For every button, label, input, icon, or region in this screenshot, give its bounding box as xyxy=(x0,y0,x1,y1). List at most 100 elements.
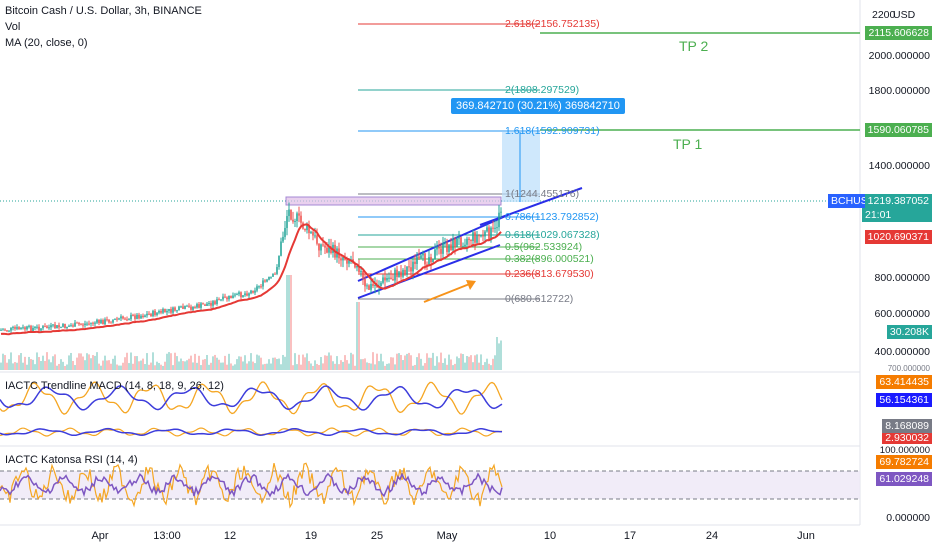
volume-bar xyxy=(6,362,8,370)
channel-extension-line[interactable] xyxy=(479,187,583,226)
volume-bar xyxy=(330,355,332,370)
candle-body xyxy=(316,235,318,244)
candle-body xyxy=(438,247,440,249)
volume-bar xyxy=(144,364,146,370)
candle-body xyxy=(358,265,360,273)
candle-body xyxy=(90,322,92,324)
volume-bar xyxy=(286,275,288,370)
candle-body xyxy=(372,284,374,286)
volume-bar xyxy=(252,361,254,370)
volume-bar xyxy=(2,353,4,370)
macd-histogram-line xyxy=(0,427,503,437)
volume-bar xyxy=(408,352,410,370)
candle-body xyxy=(14,327,16,329)
currency-label[interactable]: USD xyxy=(893,9,916,21)
candle-body xyxy=(328,246,330,253)
volume-bar xyxy=(480,354,482,370)
candle-body xyxy=(68,325,70,327)
candle-body xyxy=(66,326,68,329)
candle-body xyxy=(320,244,322,251)
candle-body xyxy=(472,232,474,242)
time-axis-tick: 12 xyxy=(223,530,237,542)
volume-bar xyxy=(254,363,256,370)
candle-body xyxy=(274,273,276,275)
volume-bar xyxy=(310,363,312,370)
candle-body xyxy=(54,324,56,329)
volume-bar xyxy=(468,356,470,370)
volume-bar xyxy=(80,353,82,370)
candle-body xyxy=(296,213,298,222)
candle-body xyxy=(326,247,328,253)
channel-bottom-line[interactable] xyxy=(357,244,501,299)
volume-bar xyxy=(492,358,494,370)
volume-bar xyxy=(314,360,316,370)
volume-bar xyxy=(346,360,348,370)
volume-bar xyxy=(472,362,474,370)
candle-body xyxy=(384,277,386,281)
candle-body xyxy=(208,303,210,305)
rsi-legend[interactable]: IACTC Katonsa RSI (14, 4) xyxy=(5,454,138,466)
volume-bar xyxy=(358,302,360,370)
candle-body xyxy=(466,238,468,245)
ma-legend[interactable]: MA (20, close, 0) xyxy=(5,37,88,49)
volume-bar xyxy=(138,361,140,370)
candle-body xyxy=(310,231,312,234)
volume-bar xyxy=(322,363,324,370)
tp2-price-tag: 2115.606628 xyxy=(865,26,932,40)
candle-body xyxy=(194,306,196,308)
candle-body xyxy=(6,330,8,332)
candle-body xyxy=(110,322,112,324)
volume-bar xyxy=(20,353,22,370)
trend-arrow[interactable] xyxy=(423,282,473,303)
candle-body xyxy=(140,315,142,319)
candle-body xyxy=(428,257,430,265)
measure-area[interactable] xyxy=(502,132,540,202)
candle-body xyxy=(402,269,404,277)
candle-body xyxy=(146,313,148,316)
candle-body xyxy=(456,238,458,247)
candle-body xyxy=(410,267,412,272)
volume-bar xyxy=(116,364,118,370)
candle-body xyxy=(210,303,212,306)
candle-body xyxy=(224,296,226,298)
time-axis-tick: 25 xyxy=(370,530,384,542)
volume-bar xyxy=(52,356,54,370)
volume-bar xyxy=(250,353,252,370)
volume-bar xyxy=(278,358,280,370)
macd-legend[interactable]: IACTC Trendline MACD (14, 8, 18, 9, 26, … xyxy=(5,380,224,392)
volume-bar xyxy=(242,361,244,370)
volume-bar xyxy=(108,360,110,370)
candle-body xyxy=(96,319,98,323)
volume-bar xyxy=(142,358,144,370)
volume-bar xyxy=(290,275,292,370)
volume-legend[interactable]: Vol xyxy=(5,21,21,33)
volume-bar xyxy=(356,302,358,370)
volume-bar xyxy=(28,356,30,370)
candle-body xyxy=(292,219,294,222)
volume-bar xyxy=(302,354,304,370)
volume-bar xyxy=(404,355,406,370)
fib-label-0786: 0.786(1123.792852) xyxy=(505,211,599,223)
volume-bar xyxy=(212,356,214,370)
candle-body xyxy=(30,325,32,332)
candle-body xyxy=(102,320,104,325)
channel-top-line[interactable] xyxy=(357,214,509,282)
symbol-title[interactable]: Bitcoin Cash / U.S. Dollar, 3h, BINANCE xyxy=(5,5,202,17)
volume-bar xyxy=(306,353,308,370)
candle-body xyxy=(388,277,390,279)
volume-bar xyxy=(440,352,442,370)
candle-body xyxy=(126,319,128,321)
volume-bar xyxy=(464,362,466,370)
candle-body xyxy=(264,280,266,282)
fib-label-1: 1(1244.455176) xyxy=(505,188,580,200)
volume-bar xyxy=(140,360,142,370)
volume-bar xyxy=(496,337,498,370)
volume-bar xyxy=(118,365,120,370)
candle-body xyxy=(282,236,284,242)
candle-body xyxy=(426,264,428,266)
resistance-zone[interactable] xyxy=(285,196,502,206)
fibonacci-retracement[interactable] xyxy=(358,23,540,300)
candle-body xyxy=(312,231,314,236)
volume-bar xyxy=(232,365,234,370)
